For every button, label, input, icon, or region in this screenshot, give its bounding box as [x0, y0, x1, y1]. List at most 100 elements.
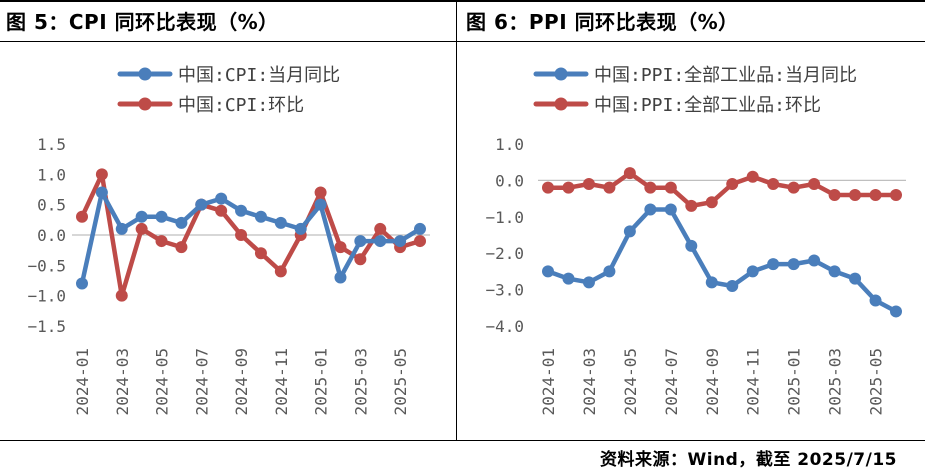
title-separator — [0, 41, 925, 42]
cpi-series-1-point — [334, 241, 347, 254]
cpi-legend-label-0: 中国:CPI:当月同比 — [178, 65, 340, 86]
ppi-series-1-point — [664, 181, 677, 194]
cpi-x-tick-label: 2025-03 — [351, 348, 370, 415]
cpi-x-tick-label: 2024-03 — [113, 348, 132, 415]
ppi-series-1-point — [849, 188, 862, 201]
cpi-series-1-point — [414, 235, 426, 248]
ppi-y-tick-label: −1.0 — [485, 208, 524, 227]
ppi-series-1-point — [542, 181, 554, 194]
cpi-series-1-point — [374, 222, 387, 235]
ppi-series-0-point — [603, 265, 616, 278]
cpi-series-1-point — [235, 229, 248, 241]
ppi-y-tick-label: 1.0 — [495, 135, 524, 154]
ppi-series-0-point — [644, 203, 657, 216]
ppi-y-tick-label: −3.0 — [485, 281, 524, 300]
ppi-legend-label-1: 中国:PPI:全部工业品:环比 — [594, 95, 821, 116]
cpi-y-tick-label: 0.0 — [37, 226, 66, 245]
cpi-series-0-point — [195, 198, 208, 211]
ppi-series-0-point — [582, 276, 595, 289]
cpi-legend-marker-0 — [138, 67, 152, 81]
ppi-series-0-point — [542, 265, 554, 278]
cpi-legend-label-1: 中国:CPI:环比 — [178, 95, 304, 116]
cpi-series-0-point — [155, 210, 168, 223]
ppi-legend-marker-1 — [554, 97, 568, 111]
cpi-series-0-point — [76, 277, 88, 290]
cpi-x-tick-label: 2025-05 — [391, 348, 410, 415]
panel-divider — [456, 0, 457, 440]
ppi-series-1-point — [828, 188, 841, 201]
ppi-series-1-point — [603, 181, 616, 194]
cpi-series-1-point — [274, 265, 287, 278]
ppi-series-1-point — [582, 178, 595, 191]
ppi-series-1-point — [685, 199, 698, 212]
cpi-series-1-point — [215, 204, 228, 217]
cpi-series-1-point — [135, 222, 148, 235]
ppi-series-1-point — [705, 196, 718, 209]
cpi-y-tick-label: −1.0 — [27, 287, 66, 306]
ppi-series-1-point — [890, 188, 902, 201]
ppi-x-tick-label: 2024-05 — [621, 348, 640, 415]
cpi-series-0-point — [414, 222, 426, 235]
cpi-series-0-point — [314, 198, 327, 211]
bottom-separator — [0, 440, 925, 441]
ppi-series-1-point — [644, 181, 657, 194]
ppi-series-0-point — [767, 258, 780, 271]
ppi-series-1-point — [869, 188, 882, 201]
ppi-legend-label-0: 中国:PPI:全部工业品:当月同比 — [594, 65, 857, 86]
cpi-series-0-point — [274, 216, 287, 229]
ppi-series-0-point — [808, 254, 821, 267]
ppi-series-1-point — [746, 170, 759, 183]
ppi-x-tick-label: 2025-03 — [826, 348, 845, 415]
ppi-x-tick-label: 2025-05 — [867, 348, 886, 415]
cpi-x-tick-label: 2024-11 — [272, 348, 291, 415]
ppi-series-1-point — [787, 181, 800, 194]
cpi-series-0-point — [334, 271, 347, 284]
cpi-panel: 图 5：CPI 同环比表现（%） 中国:CPI:当月同比 中国:CPI:环比 1.5… — [0, 0, 455, 440]
cpi-series-0-point — [354, 235, 367, 248]
ppi-series-0-point — [726, 279, 739, 292]
cpi-y-tick-label: −1.5 — [27, 317, 66, 336]
cpi-series-0-point — [175, 216, 188, 229]
ppi-series-1-point — [623, 167, 636, 180]
ppi-x-tick-label: 2024-11 — [744, 348, 763, 415]
ppi-series-0-point — [890, 305, 902, 318]
ppi-x-tick-label: 2024-07 — [662, 348, 681, 415]
ppi-series-0-point — [705, 276, 718, 289]
ppi-series-0-point — [685, 239, 698, 252]
ppi-y-tick-label: −2.0 — [485, 244, 524, 263]
ppi-series-line-1 — [545, 170, 899, 209]
cpi-x-tick-label: 2025-01 — [312, 348, 331, 415]
ppi-series-0-point — [623, 225, 636, 238]
cpi-series-1-point — [115, 289, 128, 302]
cpi-series-0-point — [115, 222, 128, 235]
cpi-series-line-0 — [79, 190, 423, 286]
cpi-series-0-point — [374, 235, 387, 248]
cpi-x-tick-label: 2024-05 — [153, 348, 172, 415]
cpi-series-0-point — [135, 210, 148, 223]
ppi-x-tick-label: 2024-01 — [539, 348, 558, 415]
ppi-series-0-point — [849, 272, 862, 285]
cpi-series-0-point — [95, 186, 108, 199]
ppi-series-1-point — [808, 178, 821, 191]
ppi-x-tick-label: 2024-09 — [703, 348, 722, 415]
cpi-series-1-point — [314, 186, 327, 199]
cpi-series-1-point — [76, 210, 88, 223]
source-note: 资料来源：Wind，截至 2025/7/15 — [600, 450, 897, 470]
cpi-series-0-point — [294, 222, 307, 235]
ppi-panel: 图 6：PPI 同环比表现（%） 中国:PPI:全部工业品:当月同比 中国:PPI… — [458, 0, 925, 440]
cpi-series-1-point — [254, 247, 267, 260]
ppi-series-0-point — [562, 272, 575, 285]
cpi-series-0-point — [254, 210, 267, 223]
ppi-series-0-point — [869, 294, 882, 307]
ppi-series-0-point — [787, 258, 800, 271]
cpi-y-tick-label: 1.0 — [37, 165, 66, 184]
cpi-x-tick-label: 2024-09 — [232, 348, 251, 415]
cpi-y-tick-label: −0.5 — [27, 256, 66, 275]
ppi-y-tick-label: −4.0 — [485, 317, 524, 336]
ppi-series-1-point — [726, 178, 739, 191]
cpi-series-0-point — [235, 204, 248, 217]
cpi-series-1-point — [175, 241, 188, 254]
cpi-figure-title: 图 5：CPI 同环比表现（%） — [6, 10, 279, 34]
ppi-x-tick-label: 2024-03 — [580, 348, 599, 415]
